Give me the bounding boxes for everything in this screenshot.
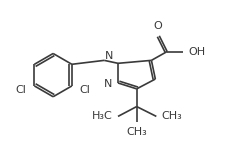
Text: CH₃: CH₃: [126, 127, 147, 137]
Text: O: O: [153, 21, 162, 31]
Text: N: N: [104, 79, 112, 89]
Text: Cl: Cl: [80, 85, 91, 95]
Text: CH₃: CH₃: [161, 111, 182, 121]
Text: Cl: Cl: [16, 85, 26, 95]
Text: H₃C: H₃C: [92, 111, 113, 121]
Text: N: N: [105, 51, 113, 61]
Text: OH: OH: [189, 46, 206, 57]
